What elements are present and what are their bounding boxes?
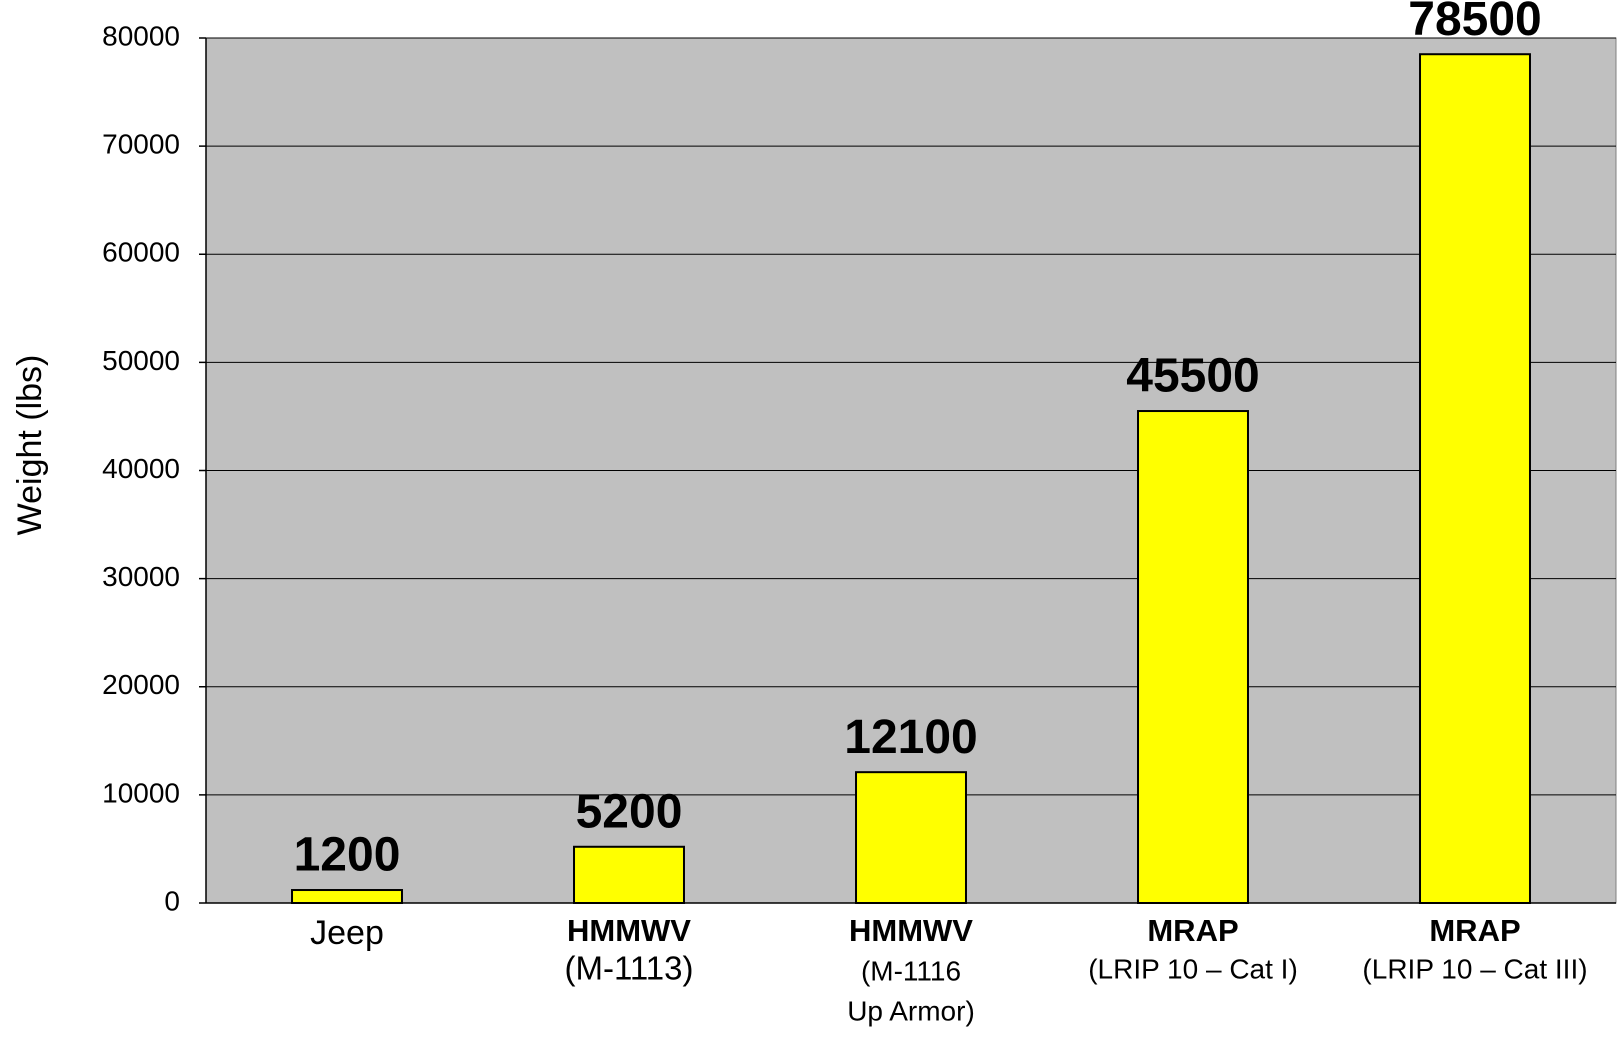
- y-tick-label: 40000: [102, 453, 180, 484]
- value-label: 78500: [1408, 0, 1541, 46]
- bar: [291, 889, 403, 905]
- y-tick-label: 80000: [102, 20, 180, 51]
- bar: [1137, 410, 1249, 904]
- y-tick-label: 10000: [102, 777, 180, 808]
- x-tick-label: (LRIP 10 – Cat III): [1362, 953, 1587, 984]
- y-axis-title: Weight (lbs): [11, 355, 49, 536]
- value-label: 1200: [294, 829, 401, 882]
- x-tick-label: Jeep: [310, 914, 384, 952]
- x-tick-label: (M-1116: [861, 955, 961, 986]
- y-tick-label: 70000: [102, 129, 180, 160]
- value-label: 45500: [1126, 350, 1259, 403]
- y-tick-label: 0: [164, 885, 180, 916]
- x-tick-label: (LRIP 10 – Cat I): [1088, 953, 1298, 984]
- y-tick-label: 50000: [102, 345, 180, 376]
- value-label: 5200: [576, 785, 683, 838]
- x-tick-label: HMMWV: [567, 913, 691, 948]
- value-label: 12100: [844, 711, 977, 764]
- y-tick-label: 20000: [102, 669, 180, 700]
- bar: [573, 845, 685, 905]
- x-tick-label: MRAP: [1147, 913, 1238, 948]
- x-tick-label: Up Armor): [847, 995, 975, 1026]
- x-tick-label: MRAP: [1429, 913, 1520, 948]
- y-tick-label: 30000: [102, 561, 180, 592]
- x-tick-label: HMMWV: [849, 913, 973, 948]
- bar: [1419, 53, 1531, 904]
- bar: [855, 771, 967, 905]
- x-tick-label: (M-1113): [565, 950, 694, 987]
- y-tick-label: 60000: [102, 237, 180, 268]
